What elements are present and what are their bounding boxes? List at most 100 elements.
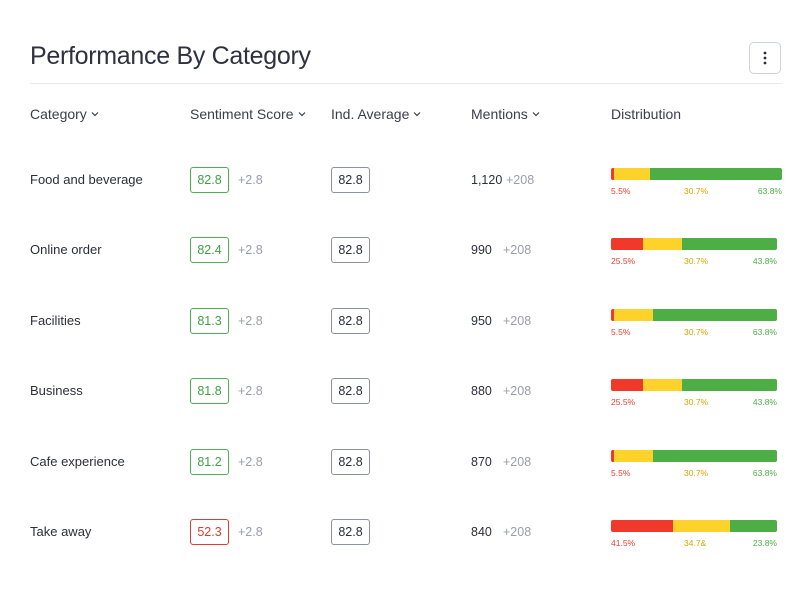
distribution-bar bbox=[611, 379, 777, 391]
sentiment-score-delta: +2.8 bbox=[238, 173, 263, 187]
distribution-negative-label: 25.5% bbox=[611, 256, 636, 266]
distribution-positive-segment bbox=[652, 450, 777, 462]
table-row[interactable]: Business 81.8 +2.8 82.8 880 +208 25.5% 30.7% 43.… bbox=[0, 378, 812, 428]
category-name: Facilities bbox=[30, 313, 81, 328]
distribution-bar bbox=[611, 238, 777, 250]
category-name: Take away bbox=[30, 524, 92, 539]
mentions-delta: +208 bbox=[503, 384, 532, 398]
distribution-positive-segment bbox=[730, 520, 777, 532]
sentiment-score-delta: +2.8 bbox=[238, 314, 263, 328]
distribution-negative-label: 41.5% bbox=[611, 538, 636, 548]
sentiment-score-badge: 52.3 bbox=[190, 519, 229, 545]
table-row[interactable]: Online order 82.4 +2.8 82.8 990 +208 25.5% 30.7… bbox=[0, 237, 812, 287]
column-header-distribution-label: Distribution bbox=[611, 106, 682, 122]
distribution-bar bbox=[611, 309, 777, 321]
distribution-negative-segment bbox=[611, 379, 643, 391]
industry-average-badge: 82.8 bbox=[331, 167, 370, 193]
distribution-positive-segment bbox=[650, 168, 782, 180]
category-name: Business bbox=[30, 383, 83, 398]
mentions-count: 880 bbox=[471, 384, 492, 398]
distribution-neutral-segment bbox=[642, 379, 682, 391]
distribution-negative-label: 5.5% bbox=[611, 468, 631, 478]
sentiment-score-badge: 82.4 bbox=[190, 237, 229, 263]
page-title: Performance By Category bbox=[30, 42, 311, 70]
category-name: Food and beverage bbox=[30, 172, 143, 187]
distribution-neutral-segment bbox=[613, 309, 653, 321]
distribution-positive-label: 43.8% bbox=[752, 397, 777, 407]
distribution-positive-label: 43.8% bbox=[752, 256, 777, 266]
industry-average-badge: 82.8 bbox=[331, 449, 370, 475]
distribution-negative-segment bbox=[611, 520, 674, 532]
sentiment-score-delta: +2.8 bbox=[238, 243, 263, 257]
distribution-positive-segment bbox=[681, 238, 777, 250]
mentions-count: 950 bbox=[471, 314, 492, 328]
chevron-down-icon bbox=[532, 112, 540, 117]
column-header-category-label: Category bbox=[30, 106, 87, 122]
column-header-mentions-label: Mentions bbox=[471, 106, 528, 122]
more-vertical-icon bbox=[763, 51, 767, 65]
chevron-down-icon bbox=[413, 112, 421, 117]
distribution-negative-segment bbox=[611, 168, 615, 180]
sentiment-score-delta: +2.8 bbox=[238, 525, 263, 539]
industry-average-badge: 82.8 bbox=[331, 519, 370, 545]
more-options-button[interactable] bbox=[749, 42, 781, 74]
column-header-mentions[interactable]: Mentions bbox=[471, 106, 541, 122]
mentions-delta: +208 bbox=[503, 314, 532, 328]
sentiment-score-delta: +2.8 bbox=[238, 384, 263, 398]
distribution-bar bbox=[611, 520, 777, 532]
mentions-delta: +208 bbox=[503, 525, 532, 539]
table-row[interactable]: Cafe experience 81.2 +2.8 82.8 870 +208 5.5% 30… bbox=[0, 449, 812, 499]
column-header-ind-average-label: Ind. Average bbox=[331, 106, 410, 122]
distribution-neutral-segment bbox=[642, 238, 682, 250]
distribution-negative-segment bbox=[611, 238, 643, 250]
mentions-delta: +208 bbox=[503, 455, 532, 469]
column-header-category[interactable]: Category bbox=[30, 106, 100, 122]
distribution-neutral-segment bbox=[614, 168, 651, 180]
sentiment-score-badge: 81.8 bbox=[190, 378, 229, 404]
chevron-down-icon bbox=[298, 112, 305, 117]
distribution-negative-segment bbox=[611, 309, 614, 321]
distribution-neutral-label: 30.7% bbox=[684, 186, 709, 196]
distribution-neutral-label: 30.7% bbox=[684, 256, 709, 266]
column-header-distribution: Distribution bbox=[611, 106, 681, 122]
distribution-bar bbox=[611, 168, 782, 180]
sentiment-score-badge: 81.3 bbox=[190, 308, 229, 334]
distribution-neutral-label: 34.7& bbox=[684, 538, 707, 548]
mentions-count: 990 bbox=[471, 243, 492, 257]
distribution-negative-segment bbox=[611, 450, 614, 462]
distribution-positive-segment bbox=[652, 309, 777, 321]
column-header-ind-average[interactable]: Ind. Average bbox=[331, 106, 422, 122]
table-row[interactable]: Food and beverage 82.8 +2.8 82.8 1,120 +208 5.… bbox=[0, 167, 812, 217]
sentiment-score-delta: +2.8 bbox=[238, 455, 263, 469]
category-name: Cafe experience bbox=[30, 454, 125, 469]
sentiment-score-badge: 82.8 bbox=[190, 167, 229, 193]
sentiment-score-badge: 81.2 bbox=[190, 449, 229, 475]
table-row[interactable]: Take away 52.3 +2.8 82.8 840 +208 41.5% 34.7& 23… bbox=[0, 519, 812, 569]
distribution-negative-label: 5.5% bbox=[611, 186, 631, 196]
chevron-down-icon bbox=[91, 112, 99, 117]
title-divider bbox=[30, 83, 782, 84]
distribution-neutral-segment bbox=[613, 450, 653, 462]
industry-average-badge: 82.8 bbox=[331, 378, 370, 404]
mentions-delta: +208 bbox=[506, 173, 535, 187]
mentions-delta: +208 bbox=[503, 243, 532, 257]
industry-average-badge: 82.8 bbox=[331, 237, 370, 263]
industry-average-badge: 82.8 bbox=[331, 308, 370, 334]
table-row[interactable]: Facilities 81.3 +2.8 82.8 950 +208 5.5% 30.7% 63… bbox=[0, 308, 812, 358]
distribution-positive-label: 23.8% bbox=[752, 538, 777, 548]
distribution-neutral-segment bbox=[673, 520, 731, 532]
distribution-positive-label: 63.8% bbox=[752, 327, 777, 337]
distribution-neutral-label: 30.7% bbox=[684, 468, 709, 478]
distribution-positive-segment bbox=[681, 379, 777, 391]
category-name: Online order bbox=[30, 242, 102, 257]
distribution-negative-label: 25.5% bbox=[611, 397, 636, 407]
distribution-bar bbox=[611, 450, 777, 462]
mentions-count: 870 bbox=[471, 455, 492, 469]
distribution-positive-label: 63.8% bbox=[752, 468, 777, 478]
column-header-sentiment[interactable]: Sentiment Score bbox=[190, 106, 307, 122]
distribution-neutral-label: 30.7% bbox=[684, 397, 709, 407]
column-header-sentiment-label: Sentiment Score bbox=[190, 106, 294, 122]
mentions-count: 840 bbox=[471, 525, 492, 539]
mentions-count: 1,120 bbox=[471, 173, 503, 187]
distribution-negative-label: 5.5% bbox=[611, 327, 631, 337]
